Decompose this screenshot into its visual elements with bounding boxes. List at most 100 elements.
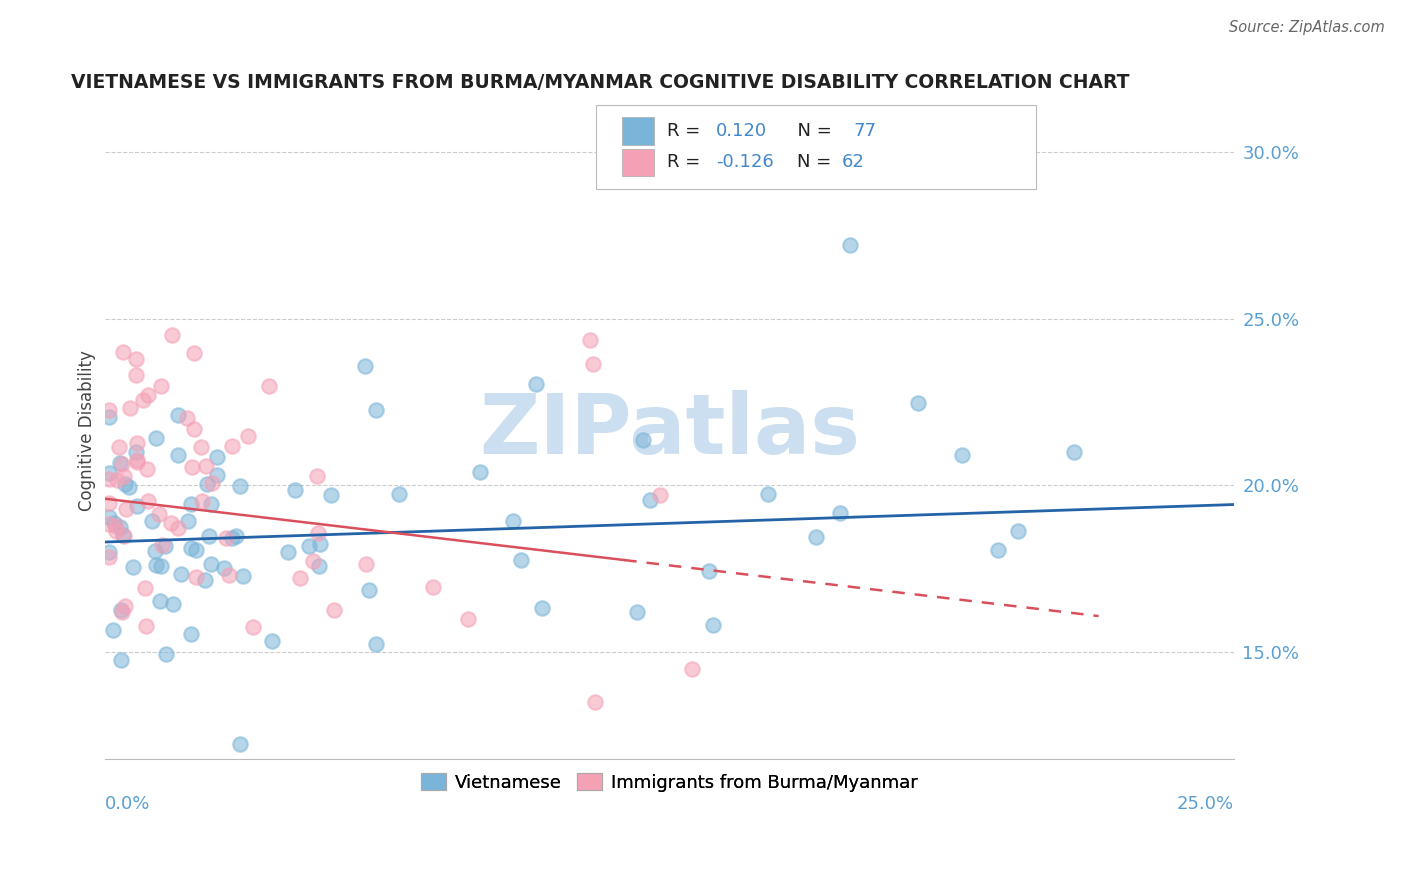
Point — [194, 458, 217, 473]
Point — [190, 440, 212, 454]
Point — [125, 453, 148, 467]
Text: 0.0%: 0.0% — [104, 795, 150, 813]
Text: R =: R = — [666, 122, 706, 140]
Point — [305, 468, 328, 483]
Point — [98, 517, 121, 532]
Point — [110, 603, 132, 617]
Text: 0.120: 0.120 — [716, 122, 766, 140]
Point — [242, 619, 264, 633]
Point — [839, 238, 862, 252]
Point — [115, 502, 138, 516]
Point — [502, 514, 524, 528]
Point — [583, 695, 606, 709]
Point — [155, 647, 177, 661]
Point — [530, 600, 553, 615]
Point — [108, 456, 131, 470]
Point — [162, 328, 184, 343]
Point — [180, 626, 202, 640]
Point — [468, 466, 491, 480]
Point — [218, 568, 240, 582]
Point — [170, 567, 193, 582]
Point — [186, 543, 208, 558]
Point — [830, 506, 852, 520]
Point — [148, 507, 170, 521]
Point — [98, 472, 121, 486]
Point — [197, 476, 219, 491]
Point — [323, 603, 346, 617]
Point — [145, 558, 167, 572]
Point — [112, 529, 135, 543]
Point — [101, 623, 124, 637]
Point — [578, 333, 600, 347]
Point — [176, 411, 198, 425]
Point — [229, 737, 252, 751]
Point — [114, 477, 136, 491]
Point — [110, 458, 132, 472]
Point — [221, 439, 243, 453]
Point — [524, 377, 547, 392]
Text: VIETNAMESE VS IMMIGRANTS FROM BURMA/MYANMAR COGNITIVE DISABILITY CORRELATION CHA: VIETNAMESE VS IMMIGRANTS FROM BURMA/MYAN… — [70, 73, 1129, 92]
Point — [215, 532, 238, 546]
Point — [509, 552, 531, 566]
Point — [308, 559, 330, 574]
Text: ZIPatlas: ZIPatlas — [479, 390, 860, 471]
Point — [108, 520, 131, 534]
Point — [1007, 524, 1029, 539]
Point — [110, 653, 132, 667]
Point — [98, 403, 121, 417]
FancyBboxPatch shape — [596, 105, 1036, 189]
Point — [1063, 445, 1085, 459]
Point — [201, 476, 224, 491]
Y-axis label: Cognitive Disability: Cognitive Disability — [79, 350, 96, 511]
Text: 25.0%: 25.0% — [1177, 795, 1234, 813]
Point — [125, 352, 148, 367]
Point — [225, 529, 247, 543]
Point — [354, 557, 377, 571]
Point — [150, 559, 173, 574]
Point — [167, 448, 190, 462]
Point — [388, 486, 411, 500]
Point — [353, 359, 375, 374]
Point — [681, 662, 703, 676]
Point — [135, 462, 157, 476]
Point — [366, 402, 388, 417]
Point — [950, 448, 973, 462]
Point — [366, 637, 388, 651]
Point — [98, 549, 121, 564]
Point — [806, 530, 828, 544]
Point — [194, 573, 217, 587]
Point — [191, 494, 214, 508]
Point — [650, 488, 672, 502]
Point — [125, 500, 148, 514]
Point — [108, 440, 131, 454]
Legend: Vietnamese, Immigrants from Burma/Myanmar: Vietnamese, Immigrants from Burma/Myanma… — [413, 765, 925, 799]
Point — [212, 561, 235, 575]
Point — [422, 580, 444, 594]
Point — [631, 433, 654, 447]
Point — [319, 488, 342, 502]
Point — [180, 497, 202, 511]
Point — [183, 346, 205, 360]
Point — [111, 345, 134, 359]
Bar — [621, 148, 654, 176]
Point — [200, 497, 222, 511]
Point — [104, 519, 127, 533]
Point — [111, 605, 134, 619]
Point — [284, 483, 307, 498]
Point — [228, 478, 250, 492]
Point — [112, 469, 135, 483]
Point — [124, 444, 146, 458]
Point — [132, 392, 155, 407]
Point — [160, 516, 183, 530]
Point — [457, 612, 479, 626]
Point — [181, 460, 204, 475]
Point — [907, 395, 929, 409]
Point — [260, 634, 283, 648]
Point — [167, 521, 190, 535]
Text: 77: 77 — [853, 122, 876, 140]
Point — [145, 431, 167, 445]
Point — [198, 528, 221, 542]
Point — [702, 618, 724, 632]
Point — [640, 493, 662, 508]
Point — [98, 466, 121, 480]
